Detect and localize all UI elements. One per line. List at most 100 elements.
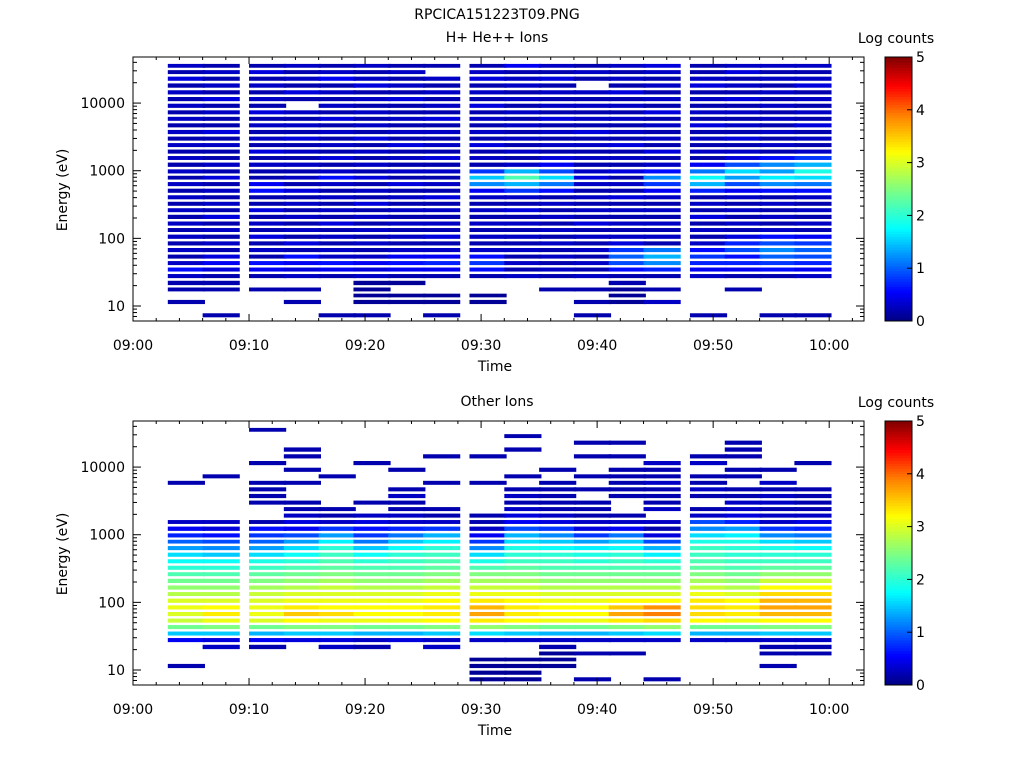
heatmap-cell — [249, 76, 287, 81]
heatmap-cell — [573, 533, 612, 538]
heatmap-cell — [469, 663, 507, 669]
heatmap-cell — [643, 70, 681, 75]
heatmap-cell — [759, 182, 797, 187]
heatmap-cell — [539, 175, 577, 180]
x-tick-label: 09:40 — [577, 338, 617, 354]
heatmap-cell — [249, 487, 287, 492]
colorbar-swatch — [885, 64, 912, 68]
heatmap-cell — [353, 274, 391, 279]
heatmap-cell — [423, 221, 461, 226]
heatmap-cell — [573, 96, 612, 102]
heatmap-cell — [759, 261, 797, 266]
heatmap-cell — [167, 287, 205, 292]
colorbar-swatch — [885, 262, 912, 266]
colorbar-swatch — [885, 563, 912, 567]
heatmap-cell — [283, 480, 321, 485]
heatmap-cell — [573, 507, 612, 512]
heatmap-cell — [353, 175, 391, 180]
heatmap-cell — [724, 454, 762, 459]
heatmap-cell — [423, 605, 461, 610]
colorbar-swatch — [885, 284, 912, 288]
colorbar-swatch — [885, 434, 912, 438]
heatmap-cell — [643, 625, 681, 630]
heatmap-cell — [724, 201, 762, 206]
heatmap-cell — [724, 533, 762, 538]
heatmap-cell — [202, 123, 240, 128]
heatmap-cell — [353, 611, 391, 617]
heatmap-cell — [504, 618, 542, 623]
heatmap-cell — [249, 129, 287, 135]
heatmap-cell — [469, 156, 507, 160]
heatmap-cell — [794, 214, 832, 219]
colorbar-swatch — [885, 286, 912, 290]
heatmap-cell — [724, 474, 762, 479]
heatmap-cell — [504, 585, 542, 590]
colorbar-swatch — [885, 62, 912, 66]
heatmap-cell — [608, 287, 646, 292]
heatmap-cell — [504, 663, 542, 669]
heatmap-cell — [504, 565, 542, 570]
colorbar-swatch — [885, 568, 912, 572]
heatmap-cell — [283, 598, 321, 603]
heatmap-cell — [608, 241, 646, 246]
heatmap-cell — [539, 162, 577, 167]
heatmap-cell — [539, 552, 577, 557]
heatmap-cell — [539, 618, 577, 623]
heatmap-cell — [249, 156, 287, 160]
heatmap-cell — [469, 454, 507, 459]
heatmap-cell — [689, 136, 728, 141]
heatmap-cell — [539, 182, 577, 187]
heatmap-cell — [504, 546, 542, 551]
heatmap-cell — [759, 552, 797, 557]
heatmap-cell — [643, 195, 681, 200]
panel-h-he-ions: H+ He++ Ions Log counts Time Energy (eV)… — [55, 30, 934, 375]
colorbar-swatch — [885, 611, 912, 615]
heatmap-cell — [202, 175, 240, 180]
heatmap-cell — [167, 90, 205, 95]
heatmap-cell — [689, 480, 728, 485]
heatmap-cell — [318, 254, 356, 259]
heatmap-cell — [249, 546, 287, 551]
colorbar-tick-label: 3 — [916, 156, 925, 172]
heatmap-cell — [283, 195, 321, 200]
heatmap-cell — [318, 169, 356, 174]
heatmap-cell — [794, 169, 832, 174]
heatmap-cell — [759, 480, 797, 485]
heatmap-cell — [353, 221, 391, 226]
heatmap-cell — [318, 195, 356, 200]
heatmap-cell — [689, 611, 728, 617]
colorbar-swatch — [885, 159, 912, 163]
heatmap-cell — [643, 96, 681, 102]
heatmap-cell — [469, 513, 507, 518]
heatmap-cell — [643, 175, 681, 180]
heatmap-cell — [283, 182, 321, 187]
heatmap-cell — [318, 123, 356, 128]
heatmap-cell — [608, 129, 646, 135]
heatmap-cell — [724, 90, 762, 95]
heatmap-cell — [283, 565, 321, 570]
heatmap-cell — [353, 559, 391, 564]
heatmap-cell — [202, 578, 240, 583]
heatmap-cell — [643, 546, 681, 551]
heatmap-cell — [202, 631, 240, 636]
heatmap-cell — [353, 625, 391, 630]
colorbar-frame — [884, 420, 913, 686]
heatmap-cell — [249, 618, 287, 623]
heatmap-cell — [573, 572, 612, 577]
heatmap-cell — [759, 156, 797, 160]
colorbar-tick-label: 0 — [916, 678, 925, 694]
heatmap-cell — [724, 247, 762, 253]
heatmap-cell — [573, 234, 612, 239]
heatmap-cell — [388, 156, 426, 160]
heatmap-cell — [388, 605, 426, 610]
heatmap-cell — [202, 565, 240, 570]
colorbar-tick-label: 5 — [916, 50, 925, 66]
heatmap-cell — [643, 234, 681, 239]
heatmap-cell — [423, 299, 461, 305]
heatmap-cell — [724, 149, 762, 154]
colorbar-swatch — [885, 297, 912, 301]
heatmap-cell — [353, 96, 391, 102]
heatmap-cell — [388, 274, 426, 279]
heatmap-cell — [643, 208, 681, 213]
heatmap-cell — [689, 460, 728, 466]
